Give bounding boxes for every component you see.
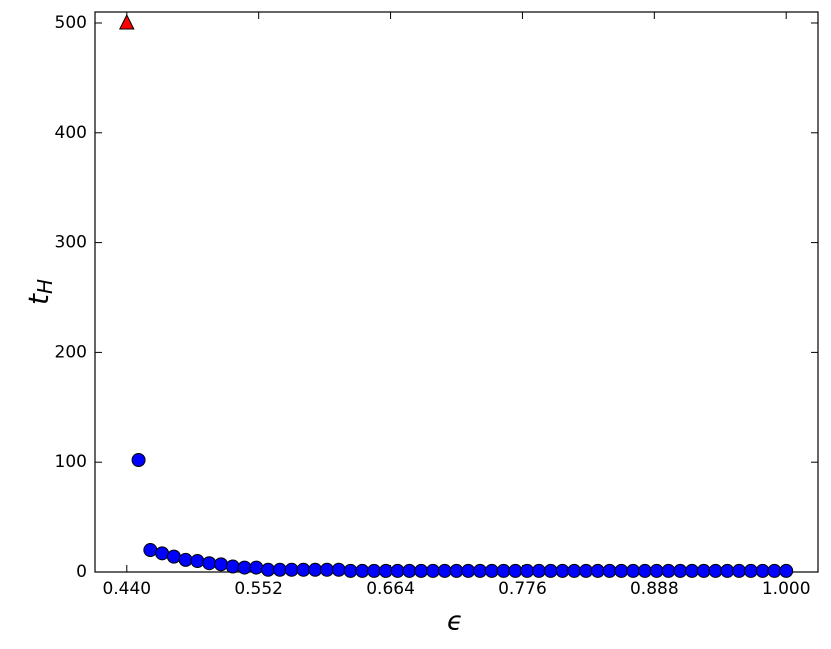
- point: [614, 563, 629, 578]
- point: [626, 563, 641, 578]
- x-tick-label: 1.000: [762, 579, 811, 599]
- y-label-subscript: H: [33, 279, 57, 294]
- point: [225, 559, 240, 574]
- point: [402, 563, 417, 578]
- point: [166, 549, 181, 564]
- point: [237, 560, 252, 575]
- x-tick-label: 0.888: [630, 579, 679, 599]
- point: [190, 554, 205, 569]
- point: [390, 563, 405, 578]
- point: [579, 563, 594, 578]
- y-axis-label: tH: [22, 279, 57, 305]
- point: [637, 563, 652, 578]
- point: [779, 563, 794, 578]
- y-axis-label-group: tH: [22, 279, 57, 305]
- point: [531, 563, 546, 578]
- point: [743, 563, 758, 578]
- point: [331, 562, 346, 577]
- point: [661, 563, 676, 578]
- point: [543, 563, 558, 578]
- point: [284, 562, 299, 577]
- point: [602, 563, 617, 578]
- point: [378, 563, 393, 578]
- point: [649, 563, 664, 578]
- x-tick-label: 0.440: [102, 579, 151, 599]
- point: [461, 563, 476, 578]
- point: [567, 563, 582, 578]
- x-axis-label: ϵ: [447, 607, 463, 637]
- point: [673, 563, 688, 578]
- point: [319, 562, 334, 577]
- point: [496, 563, 511, 578]
- point: [708, 563, 723, 578]
- y-tick-label: 300: [55, 233, 87, 253]
- y-tick-label: 400: [55, 123, 87, 143]
- point: [520, 563, 535, 578]
- point: [755, 563, 770, 578]
- point: [685, 563, 700, 578]
- point: [767, 563, 782, 578]
- point: [118, 13, 135, 30]
- point: [178, 552, 193, 567]
- point: [355, 563, 370, 578]
- point: [473, 563, 488, 578]
- y-tick-label: 200: [55, 342, 87, 362]
- point: [249, 560, 264, 575]
- point: [367, 563, 382, 578]
- point: [696, 563, 711, 578]
- point: [272, 562, 287, 577]
- point: [449, 563, 464, 578]
- point: [720, 563, 735, 578]
- point: [296, 562, 311, 577]
- x-tick-label: 0.776: [498, 579, 547, 599]
- point: [213, 557, 228, 572]
- point: [131, 453, 146, 467]
- plot-frame: [94, 11, 819, 573]
- point: [155, 546, 170, 561]
- point: [202, 556, 217, 571]
- point: [143, 543, 158, 558]
- y-tick-label: 100: [55, 452, 87, 472]
- point: [508, 563, 523, 578]
- point: [590, 563, 605, 578]
- point: [732, 563, 747, 578]
- point: [437, 563, 452, 578]
- point: [425, 563, 440, 578]
- point: [414, 563, 429, 578]
- y-label-main: t: [22, 293, 55, 305]
- point: [555, 563, 570, 578]
- point: [484, 563, 499, 578]
- point: [308, 562, 323, 577]
- y-tick-label: 500: [55, 13, 87, 33]
- point: [261, 562, 276, 577]
- point: [343, 563, 358, 578]
- x-tick-label: 0.664: [366, 579, 415, 599]
- y-tick-label: 0: [76, 562, 87, 582]
- x-tick-label: 0.552: [234, 579, 283, 599]
